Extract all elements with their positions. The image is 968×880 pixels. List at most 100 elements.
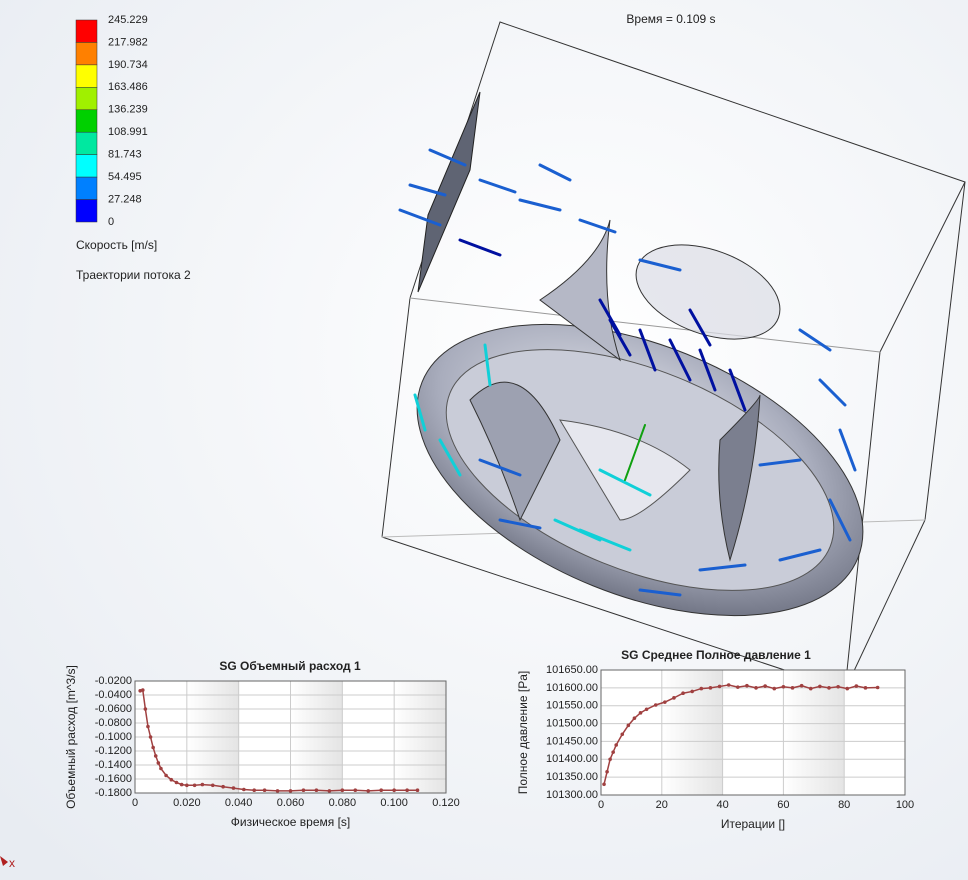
x-tick-label: 0.120	[432, 797, 460, 809]
chart-title: SG Среднее Полное давление 1	[621, 648, 811, 662]
x-tick-label: 0.040	[225, 797, 253, 809]
legend-title: Скорость [m/s]	[76, 238, 157, 252]
data-point	[164, 773, 168, 778]
legend-swatch	[75, 176, 98, 200]
legend-swatch	[75, 64, 98, 88]
data-point	[808, 686, 813, 691]
plot-band	[783, 670, 845, 795]
y-tick-label: -0.1400	[95, 759, 132, 771]
data-point	[192, 783, 197, 788]
data-point	[340, 788, 345, 792]
data-point	[663, 700, 667, 704]
data-point	[185, 783, 189, 788]
data-point	[818, 684, 822, 689]
series-line	[139, 689, 418, 792]
data-point	[745, 683, 749, 688]
x-tick-label: 0.020	[173, 797, 201, 809]
x-tick-label: 40	[716, 799, 728, 811]
x-axis-label: Итерации []	[721, 817, 785, 831]
y-tick-label: -0.1000	[95, 731, 132, 743]
data-point	[392, 788, 396, 792]
legend-swatch	[75, 87, 98, 111]
data-point	[301, 788, 306, 792]
data-point	[620, 732, 625, 737]
data-point	[156, 761, 161, 765]
data-point	[790, 686, 795, 690]
data-point	[736, 685, 740, 689]
x-axis-label: Физическое время [s]	[231, 815, 351, 829]
x-tick-label: 0	[132, 797, 138, 809]
data-point	[353, 788, 358, 792]
y-tick-label: -0.0200	[95, 675, 132, 687]
data-point	[644, 707, 649, 712]
data-point	[708, 686, 713, 690]
data-point	[366, 789, 371, 793]
legend-swatch	[75, 199, 98, 223]
legend-tick-label: 108.991	[108, 126, 148, 138]
data-point	[327, 789, 332, 793]
plot-band	[661, 670, 723, 795]
y-tick-label: -0.0800	[95, 717, 132, 729]
legend-swatch	[75, 19, 98, 43]
data-point	[754, 686, 758, 690]
data-point	[200, 782, 205, 787]
data-point	[672, 696, 676, 700]
data-point	[717, 684, 722, 689]
y-tick-label: 101600.00	[546, 682, 598, 694]
plot-frame	[600, 669, 906, 796]
y-tick-label: 101500.00	[546, 717, 598, 729]
legend-tick-label: 136.239	[108, 104, 148, 116]
data-point	[153, 754, 158, 758]
data-point	[690, 689, 694, 694]
model-view	[381, 21, 966, 691]
data-point	[626, 723, 631, 728]
chart-title: SG Объемный расход 1	[219, 659, 361, 673]
plot-frame	[134, 680, 447, 794]
data-point	[288, 789, 293, 793]
legend-swatch	[75, 154, 98, 178]
y-tick-label: 101650.00	[546, 664, 598, 676]
data-point	[210, 783, 215, 788]
data-point	[148, 735, 153, 739]
data-point	[699, 686, 704, 691]
data-point	[611, 750, 615, 754]
x-tick-label: 0.080	[329, 797, 357, 809]
legend-subtitle: Траектории потока 2	[76, 268, 191, 282]
data-point	[608, 757, 612, 762]
triad-arrow	[0, 856, 8, 866]
data-point	[602, 782, 606, 787]
data-point	[632, 716, 637, 721]
y-tick-label: 101550.00	[546, 700, 598, 712]
x-tick-label: 0.100	[380, 797, 408, 809]
data-point	[638, 711, 643, 715]
data-point	[221, 784, 225, 789]
x-tick-label: 0	[598, 799, 604, 811]
legend-tick-label: 54.495	[108, 171, 142, 183]
legend-tick-label: 190.734	[108, 59, 148, 71]
y-tick-label: -0.0600	[95, 703, 132, 715]
y-tick-label: -0.1800	[95, 787, 132, 799]
data-point	[681, 691, 685, 696]
legend-tick-label: 27.248	[108, 193, 142, 205]
data-point	[159, 766, 163, 771]
time-label: Время = 0.109 s	[626, 12, 715, 26]
plot-area	[600, 669, 906, 796]
y-tick-label: 101450.00	[546, 735, 598, 747]
data-point	[262, 788, 267, 792]
data-point	[653, 703, 658, 707]
x-tick-label: 100	[896, 799, 914, 811]
data-point	[179, 782, 184, 787]
data-point	[143, 707, 148, 711]
data-point	[146, 724, 150, 729]
data-point	[405, 788, 409, 792]
y-tick-label: -0.1600	[95, 773, 132, 785]
data-point	[827, 686, 831, 690]
x-tick-label: 20	[656, 799, 668, 811]
data-point	[875, 685, 880, 690]
data-point	[863, 686, 868, 690]
data-point	[415, 788, 420, 792]
y-tick-label: 101400.00	[546, 753, 598, 765]
y-tick-label: -0.0400	[95, 689, 132, 701]
data-point	[726, 683, 731, 687]
